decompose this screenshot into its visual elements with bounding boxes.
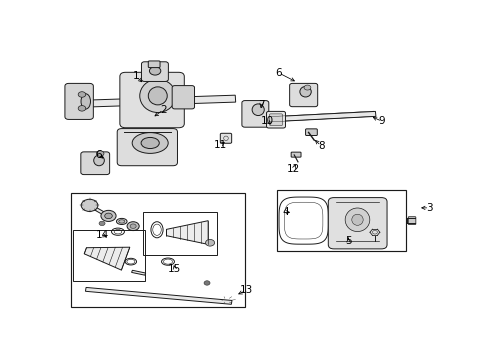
Polygon shape xyxy=(85,287,231,304)
Text: 6: 6 xyxy=(275,68,282,78)
Polygon shape xyxy=(166,221,208,244)
Text: 5: 5 xyxy=(345,236,351,246)
Text: 9: 9 xyxy=(378,116,385,126)
Ellipse shape xyxy=(119,220,124,223)
Text: 7: 7 xyxy=(257,100,264,110)
FancyBboxPatch shape xyxy=(65,84,93,120)
FancyBboxPatch shape xyxy=(269,114,282,126)
Text: 8: 8 xyxy=(317,141,324,151)
Text: 4: 4 xyxy=(282,207,288,217)
Text: 1: 1 xyxy=(133,72,139,81)
Polygon shape xyxy=(88,204,107,216)
FancyBboxPatch shape xyxy=(407,217,415,225)
Circle shape xyxy=(78,105,85,111)
Ellipse shape xyxy=(94,155,104,166)
Circle shape xyxy=(81,199,98,211)
Polygon shape xyxy=(68,95,235,108)
Ellipse shape xyxy=(132,132,168,153)
Ellipse shape xyxy=(140,79,175,112)
Bar xyxy=(142,212,216,255)
FancyBboxPatch shape xyxy=(148,61,160,68)
Circle shape xyxy=(104,213,112,219)
FancyBboxPatch shape xyxy=(81,152,109,175)
FancyBboxPatch shape xyxy=(242,100,268,127)
FancyBboxPatch shape xyxy=(117,129,177,166)
Text: 12: 12 xyxy=(286,164,300,174)
FancyBboxPatch shape xyxy=(120,72,184,128)
FancyBboxPatch shape xyxy=(305,129,317,135)
Polygon shape xyxy=(267,111,375,122)
Text: 13: 13 xyxy=(239,285,252,296)
FancyBboxPatch shape xyxy=(220,133,231,143)
Polygon shape xyxy=(84,247,129,270)
Circle shape xyxy=(203,281,210,285)
Circle shape xyxy=(78,92,85,97)
Circle shape xyxy=(99,221,105,226)
FancyBboxPatch shape xyxy=(290,152,301,157)
Ellipse shape xyxy=(345,208,369,231)
Circle shape xyxy=(96,151,104,156)
Ellipse shape xyxy=(351,214,363,225)
Circle shape xyxy=(101,210,116,221)
Bar xyxy=(73,230,145,281)
Circle shape xyxy=(130,224,136,228)
FancyBboxPatch shape xyxy=(289,84,317,107)
Text: 2: 2 xyxy=(160,105,166,115)
Text: 15: 15 xyxy=(168,264,181,274)
Polygon shape xyxy=(131,270,145,275)
Text: 6: 6 xyxy=(95,150,102,159)
FancyBboxPatch shape xyxy=(172,86,194,109)
Circle shape xyxy=(304,85,310,90)
Ellipse shape xyxy=(148,87,167,105)
Circle shape xyxy=(127,222,139,231)
Ellipse shape xyxy=(252,104,264,116)
Text: 10: 10 xyxy=(261,116,274,126)
Ellipse shape xyxy=(81,94,90,109)
Text: 3: 3 xyxy=(426,203,432,213)
Ellipse shape xyxy=(141,138,159,149)
Bar xyxy=(70,193,244,307)
Ellipse shape xyxy=(299,86,311,97)
FancyBboxPatch shape xyxy=(141,62,168,81)
FancyBboxPatch shape xyxy=(266,111,285,128)
Text: 14: 14 xyxy=(95,230,108,240)
Text: 11: 11 xyxy=(213,140,226,150)
Bar xyxy=(277,190,405,251)
FancyBboxPatch shape xyxy=(327,198,386,249)
Ellipse shape xyxy=(116,219,127,225)
Circle shape xyxy=(205,239,214,246)
Circle shape xyxy=(149,67,161,75)
